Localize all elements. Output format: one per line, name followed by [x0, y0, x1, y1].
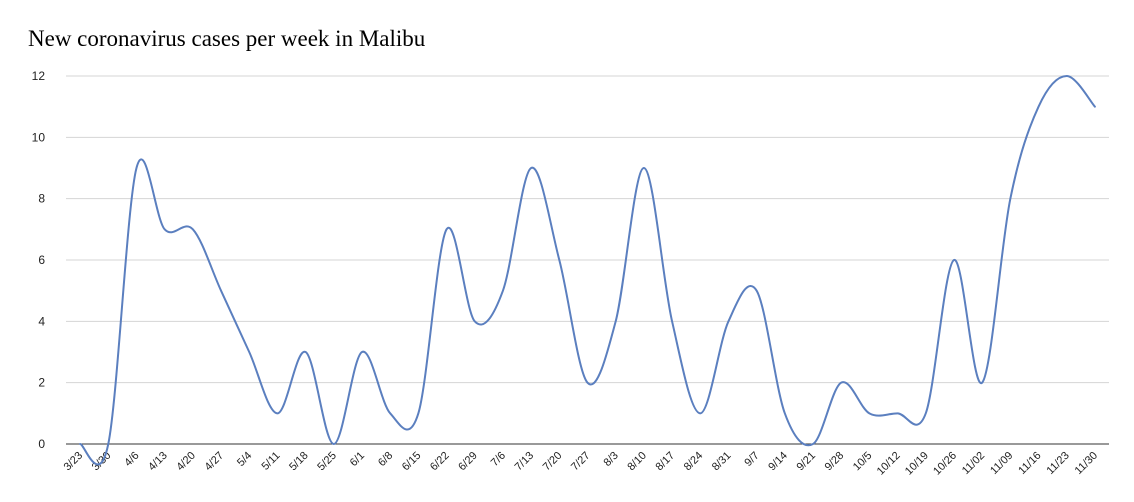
data-point-10/12 [896, 411, 900, 415]
data-point-11/30 [1093, 105, 1097, 109]
series-line [79, 75, 1096, 466]
y-tick-label: 10 [32, 130, 46, 144]
x-tick-label: 11/16 [1016, 450, 1043, 477]
x-tick-label: 9/21 [795, 450, 819, 474]
data-point-11/09 [1008, 197, 1012, 201]
x-tick-label: 7/27 [569, 450, 593, 474]
data-point-6/1 [360, 350, 364, 354]
data-point-6/15 [416, 411, 420, 415]
chart-title: New coronavirus cases per week in Malibu [28, 26, 426, 51]
y-tick-label: 2 [38, 376, 45, 390]
x-tick-label: 8/10 [625, 450, 649, 474]
data-point-8/31 [726, 319, 730, 323]
data-point-5/11 [275, 411, 279, 415]
x-tick-label: 4/6 [122, 450, 141, 469]
data-point-10/19 [924, 411, 928, 415]
x-tick-label: 11/09 [988, 450, 1015, 477]
data-point-7/27 [586, 381, 590, 385]
data-point-11/23 [1065, 74, 1069, 78]
x-tick-label: 6/15 [400, 450, 424, 474]
data-point-6/22 [445, 227, 449, 231]
data-point-3/30 [106, 442, 110, 446]
data-point-8/10 [642, 166, 646, 170]
x-tick-label: 7/13 [513, 450, 537, 474]
x-tick-label: 6/8 [376, 450, 395, 469]
data-point-10/5 [867, 411, 871, 415]
x-tick-label: 9/28 [823, 450, 847, 474]
x-tick-label: 11/23 [1044, 450, 1071, 477]
x-tick-label: 10/26 [931, 450, 959, 478]
x-tick-label: 9/14 [766, 450, 790, 474]
data-point-4/13 [163, 227, 167, 231]
data-point-4/27 [219, 289, 223, 293]
x-tick-label: 5/25 [315, 450, 339, 474]
x-tick-label: 11/02 [960, 450, 987, 477]
x-tick-label: 8/17 [654, 450, 678, 474]
x-tick-label: 11/30 [1073, 450, 1100, 477]
data-point-7/13 [529, 166, 533, 170]
data-point-8/24 [698, 411, 702, 415]
y-tick-label: 4 [38, 314, 45, 328]
data-point-7/6 [501, 289, 505, 293]
data-point-9/28 [839, 381, 843, 385]
x-tick-label: 7/20 [541, 450, 565, 474]
y-tick-label: 12 [32, 69, 46, 83]
x-tick-label: 6/1 [348, 450, 367, 469]
data-point-11/02 [980, 381, 984, 385]
x-tick-label: 3/23 [62, 450, 86, 474]
data-point-4/20 [191, 227, 195, 231]
data-point-5/18 [304, 350, 308, 354]
x-tick-label: 4/20 [174, 450, 198, 474]
data-point-3/23 [78, 442, 82, 446]
y-tick-label: 8 [38, 192, 45, 206]
data-point-5/4 [247, 350, 251, 354]
data-point-6/29 [473, 319, 477, 323]
x-tick-label: 4/13 [146, 450, 170, 474]
x-tick-label: 8/24 [682, 450, 706, 474]
x-tick-label: 5/18 [287, 450, 311, 474]
data-point-9/21 [811, 442, 815, 446]
x-tick-label: 9/7 [742, 450, 761, 469]
y-tick-label: 6 [38, 253, 45, 267]
x-tick-label: 10/5 [851, 450, 875, 474]
x-tick-label: 10/12 [875, 450, 903, 478]
y-axis-ticks: 0 2 4 6 8 10 12 [32, 69, 46, 451]
data-point-10/26 [952, 258, 956, 262]
data-point-8/3 [614, 319, 618, 323]
y-tick-label: 0 [38, 437, 45, 451]
data-point-5/25 [332, 442, 336, 446]
x-tick-label: 7/6 [489, 450, 508, 469]
gridlines [66, 75, 1109, 384]
data-point-4/6 [134, 166, 138, 170]
x-tick-label: 5/4 [235, 450, 254, 469]
x-tick-label: 8/31 [710, 450, 734, 474]
x-tick-label: 8/3 [602, 450, 621, 469]
data-point-9/14 [783, 411, 787, 415]
x-tick-label: 10/19 [903, 450, 931, 478]
data-point-8/17 [670, 319, 674, 323]
x-tick-label: 6/22 [428, 450, 452, 474]
data-point-11/16 [1037, 105, 1041, 109]
data-point-6/8 [388, 411, 392, 415]
data-point-7/20 [557, 258, 561, 262]
data-point-9/7 [755, 289, 759, 293]
x-tick-label: 6/29 [456, 450, 480, 474]
x-tick-label: 5/11 [259, 450, 282, 473]
x-tick-label: 4/27 [203, 450, 227, 474]
x-axis-ticks: 3/23 3/30 4/6 4/13 4/20 4/27 5/4 5/11 5/18 5/25 6/… [62, 450, 1100, 478]
